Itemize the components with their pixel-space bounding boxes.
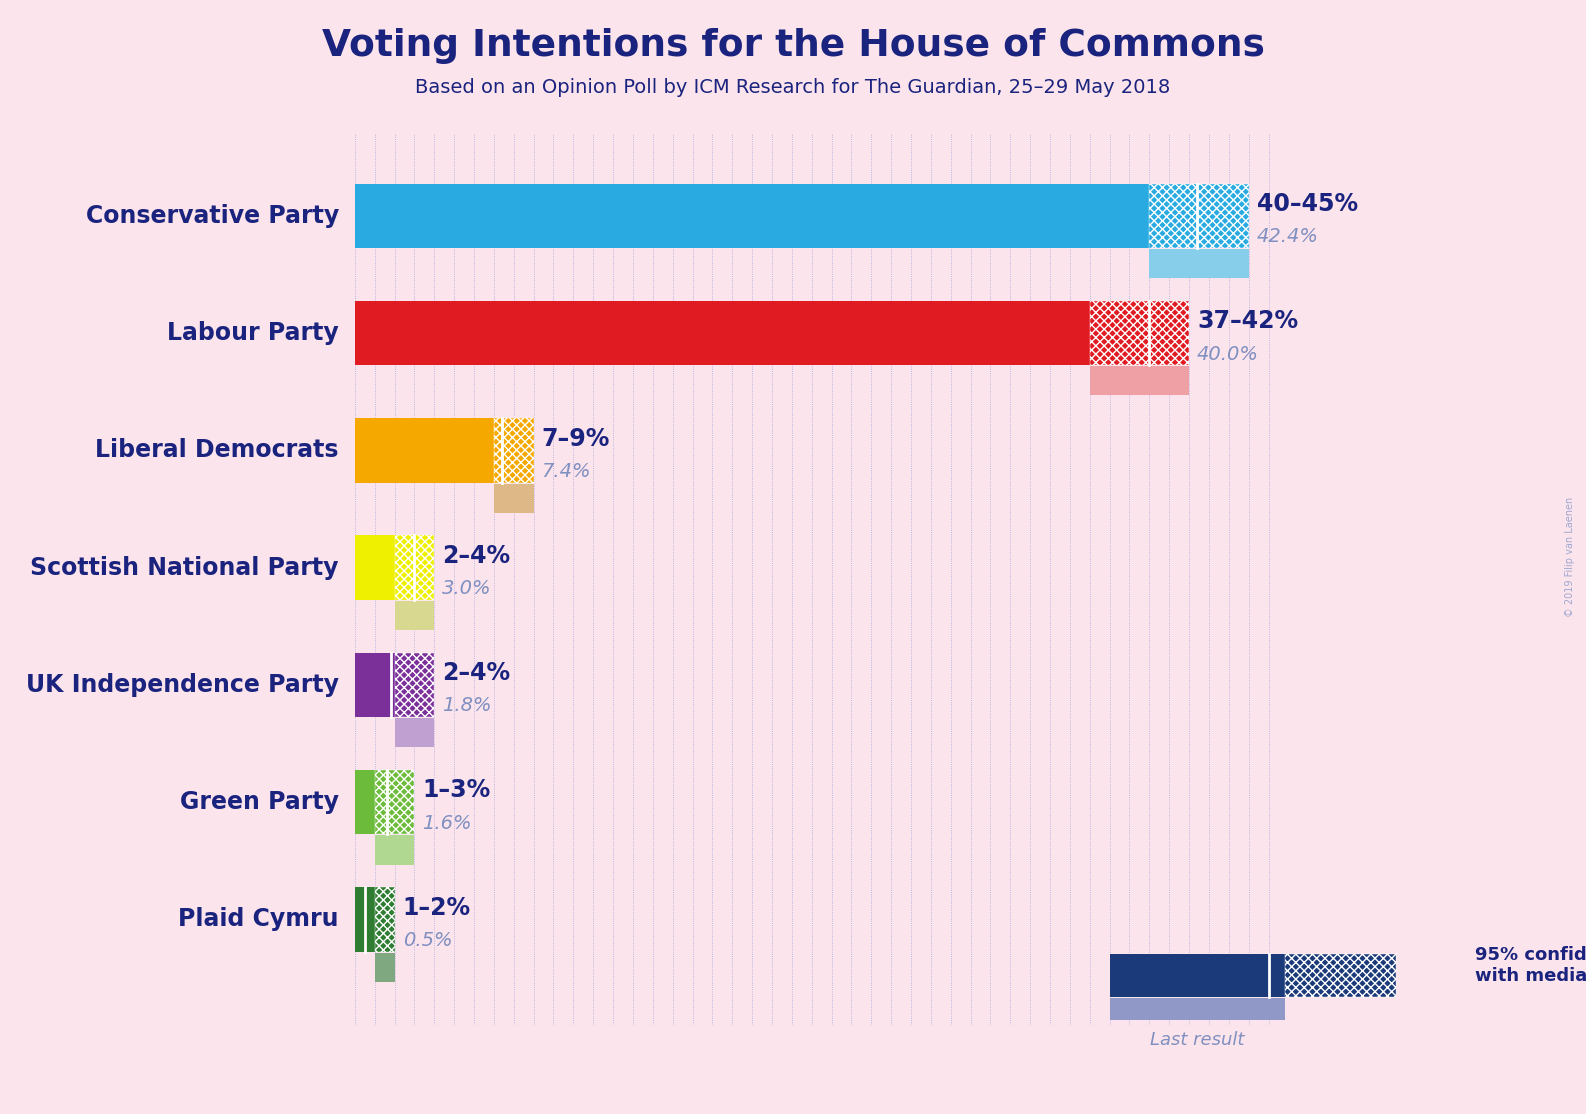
Bar (493, 418, 533, 482)
Bar (355, 184, 1150, 248)
Text: 40–45%: 40–45% (1256, 192, 1358, 216)
Bar (355, 418, 493, 482)
Text: 1.8%: 1.8% (442, 696, 492, 715)
Text: Based on an Opinion Poll by ICM Research for The Guardian, 25–29 May 2018: Based on an Opinion Poll by ICM Research… (416, 78, 1170, 97)
Text: 1–2%: 1–2% (403, 896, 471, 920)
Text: Voting Intentions for the House of Commons: Voting Intentions for the House of Commo… (322, 28, 1264, 63)
Bar (395, 653, 435, 717)
Text: 42.4%: 42.4% (1256, 227, 1318, 246)
Bar (1110, 998, 1285, 1020)
Bar (374, 770, 414, 834)
Text: Labour Party: Labour Party (167, 321, 339, 345)
Bar (374, 887, 395, 951)
Text: Last result: Last result (1150, 1032, 1245, 1049)
Bar (1285, 954, 1396, 997)
Text: Green Party: Green Party (179, 790, 339, 814)
Text: Conservative Party: Conservative Party (86, 204, 339, 227)
Bar (355, 653, 395, 717)
Text: 7–9%: 7–9% (541, 427, 611, 450)
Text: 0.5%: 0.5% (403, 931, 452, 950)
Bar (355, 887, 374, 951)
Text: 1.6%: 1.6% (422, 813, 473, 832)
Bar (1110, 954, 1285, 997)
Text: 95% confidence interval
with median: 95% confidence interval with median (1475, 946, 1586, 985)
Bar (1090, 367, 1190, 395)
Bar (493, 483, 533, 512)
Text: 2–4%: 2–4% (442, 544, 511, 568)
Bar (395, 536, 435, 599)
Bar (374, 836, 414, 864)
Bar (395, 719, 435, 747)
Text: Scottish National Party: Scottish National Party (30, 556, 339, 579)
Text: 1–3%: 1–3% (422, 779, 490, 802)
Text: Plaid Cymru: Plaid Cymru (179, 907, 339, 931)
Bar (355, 536, 395, 599)
Bar (395, 600, 435, 631)
Bar (374, 952, 395, 981)
Text: 7.4%: 7.4% (541, 462, 592, 481)
Bar (1090, 301, 1190, 365)
Bar (1150, 184, 1248, 248)
Text: UK Independence Party: UK Independence Party (25, 673, 339, 697)
Text: © 2019 Filip van Laenen: © 2019 Filip van Laenen (1565, 497, 1575, 617)
Text: 40.0%: 40.0% (1197, 344, 1259, 363)
Bar (355, 301, 1090, 365)
Text: 37–42%: 37–42% (1197, 310, 1297, 333)
Text: Liberal Democrats: Liberal Democrats (95, 438, 339, 462)
Bar (355, 770, 374, 834)
Bar (1150, 250, 1248, 278)
Text: 3.0%: 3.0% (442, 579, 492, 598)
Text: 2–4%: 2–4% (442, 661, 511, 685)
